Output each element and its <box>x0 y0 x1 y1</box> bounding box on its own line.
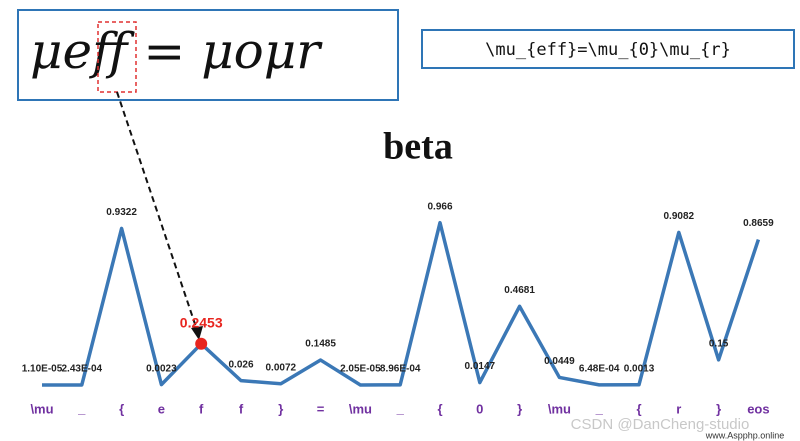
x-tick-label: } <box>517 401 522 416</box>
value-label: 2.43E-04 <box>62 364 103 375</box>
value-label: 0.9322 <box>106 207 137 218</box>
x-tick-label: { <box>636 401 641 416</box>
x-tick-label: r <box>676 401 681 416</box>
value-label: 0.966 <box>427 201 452 212</box>
x-tick-label: e <box>158 401 165 416</box>
x-tick-label: = <box>317 401 325 416</box>
value-label: 0.0023 <box>146 363 177 374</box>
value-label: 0.026 <box>228 359 253 370</box>
x-tick-label: _ <box>396 401 405 416</box>
value-label: 1.10E-05 <box>22 364 63 375</box>
latex-formula: \mu_{eff}=\mu_{0}\mu_{r} <box>485 40 731 60</box>
value-label: 6.48E-04 <box>579 364 620 375</box>
x-tick-label: _ <box>77 401 86 416</box>
x-tick-label: f <box>199 401 204 416</box>
x-tick-label: \mu <box>349 401 372 416</box>
watermark: CSDN @DanCheng-studio <box>571 416 750 433</box>
value-label: 0.4681 <box>504 285 535 296</box>
handwritten-formula: μeff = μoμr <box>30 22 323 80</box>
x-tick-label: 0 <box>476 401 483 416</box>
data-line <box>41 220 761 387</box>
value-label: 0.15 <box>709 338 729 349</box>
value-label: 0.1485 <box>305 339 336 350</box>
value-label: 0.0072 <box>266 362 297 373</box>
arrow-head <box>191 326 203 340</box>
pointer-arrow <box>116 91 200 337</box>
formula-box <box>17 9 399 101</box>
value-label: 0.0449 <box>544 356 575 367</box>
x-tick-label: \mu <box>30 401 53 416</box>
value-label: 0.8659 <box>743 218 774 229</box>
x-tick-label: \mu <box>548 401 571 416</box>
x-tick-label: } <box>716 401 721 416</box>
x-tick-label: f <box>239 401 244 416</box>
value-label: 2.05E-05 <box>340 364 381 375</box>
x-tick-label: { <box>437 401 442 416</box>
site-mark: www.Aspphp.online <box>705 430 785 440</box>
x-tick-label: eos <box>747 401 769 416</box>
value-label: 0.0013 <box>624 363 655 374</box>
highlight-point <box>195 337 208 350</box>
value-label: 0.9082 <box>664 211 695 222</box>
chart-title: beta <box>383 126 453 168</box>
x-tick-label: _ <box>595 401 604 416</box>
x-tick-label: { <box>119 401 124 416</box>
latex-box <box>421 29 795 69</box>
highlight-label: 0.2453 <box>180 314 223 330</box>
value-label: 8.96E-04 <box>380 363 421 374</box>
x-tick-label: } <box>278 401 283 416</box>
value-label: 0.0147 <box>465 361 496 372</box>
